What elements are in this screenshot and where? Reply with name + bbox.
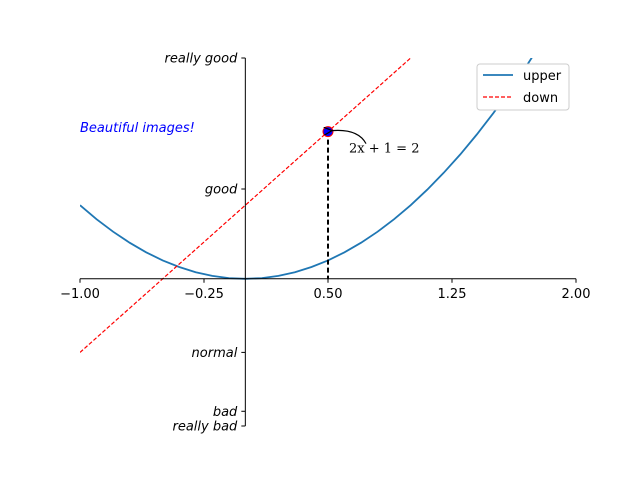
x-tick-label: 2.00 bbox=[562, 287, 591, 302]
x-tick-label: 1.25 bbox=[438, 287, 467, 302]
legend-label-down: down bbox=[523, 91, 558, 106]
y-tick-label: good bbox=[205, 183, 238, 198]
legend-label-upper: upper bbox=[523, 69, 562, 84]
highlight-point bbox=[322, 126, 334, 138]
y-tick-label: really bad bbox=[172, 420, 238, 435]
y-tick-label: normal bbox=[192, 346, 238, 361]
annotation-arrow bbox=[332, 130, 367, 144]
x-tick-label: −0.25 bbox=[184, 287, 224, 302]
y-tick-label: bad bbox=[213, 405, 238, 420]
x-tick-label: −1.00 bbox=[60, 287, 100, 302]
side-text: Beautiful images! bbox=[80, 121, 195, 136]
annotation-text: 2x + 1 = 2 bbox=[349, 142, 419, 157]
y-tick-label: really good bbox=[165, 52, 239, 67]
x-tick-label: 0.50 bbox=[314, 287, 343, 302]
legend: upper down bbox=[476, 63, 570, 111]
